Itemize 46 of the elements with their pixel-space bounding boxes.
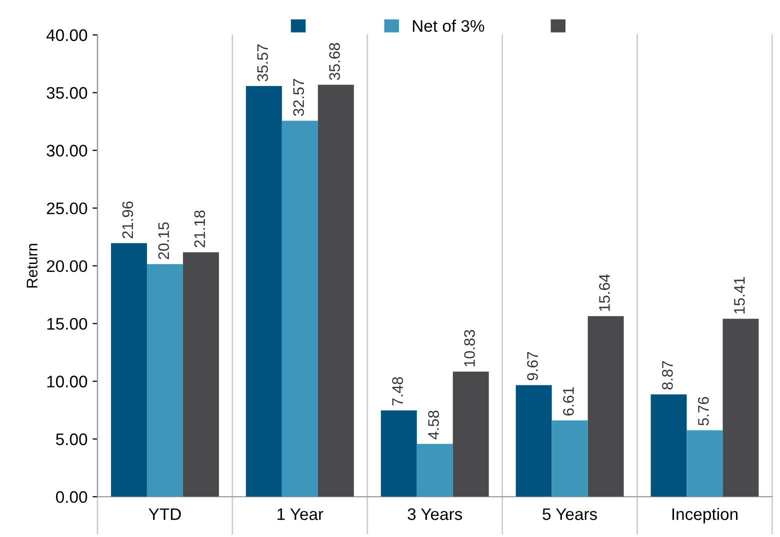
- data-label: 10.83: [464, 330, 475, 366]
- data-label: 4.58: [428, 410, 439, 440]
- data-label: 7.48: [392, 377, 403, 406]
- bar: [552, 420, 588, 497]
- y-tick-label: 25.00: [46, 202, 88, 214]
- legend-label: Net of 3%: [412, 20, 484, 32]
- bar: [516, 385, 552, 497]
- x-tick-label: 5 Years: [542, 508, 598, 520]
- x-tick-label: Inception: [672, 508, 738, 524]
- x-tick-label: 1 Year: [278, 508, 324, 520]
- y-tick-label: 20.00: [46, 260, 88, 272]
- y-axis-title: Return: [26, 244, 38, 288]
- bar: [282, 120, 318, 497]
- data-label: 32.57: [293, 79, 304, 116]
- data-label: 35.57: [257, 44, 268, 82]
- data-label: 5.76: [698, 396, 709, 426]
- data-label: 15.64: [599, 274, 610, 311]
- y-tick-label: 10.00: [47, 376, 88, 388]
- data-label: 8.87: [662, 361, 673, 390]
- bar: [722, 318, 759, 497]
- y-tick-label: 40.00: [46, 29, 88, 42]
- bar: [318, 84, 354, 497]
- x-tick-label: 3 Years: [408, 508, 462, 520]
- bar: [686, 430, 723, 497]
- bar: [416, 444, 453, 497]
- y-tick-label: 15.00: [47, 318, 88, 330]
- data-label: 35.68: [329, 43, 340, 80]
- data-label: 21.96: [122, 201, 134, 238]
- bar: [650, 394, 687, 497]
- x-tick-label: YTD: [148, 508, 181, 520]
- bar: [588, 316, 624, 497]
- y-tick-label: 30.00: [46, 144, 88, 157]
- data-label: 6.61: [563, 387, 574, 416]
- data-label: 15.41: [734, 277, 745, 314]
- y-tick-label: 0.00: [56, 491, 88, 503]
- bar: [182, 252, 219, 497]
- bar: [146, 264, 183, 497]
- bar: [246, 86, 282, 497]
- y-tick-label: 5.00: [56, 433, 88, 446]
- y-tick-label: 35.00: [46, 87, 88, 99]
- data-label: 21.18: [194, 210, 206, 248]
- data-label: 20.15: [158, 222, 170, 260]
- bar: [110, 243, 147, 497]
- bar: [380, 410, 417, 497]
- bar: [452, 372, 489, 497]
- data-label: 9.67: [527, 352, 538, 380]
